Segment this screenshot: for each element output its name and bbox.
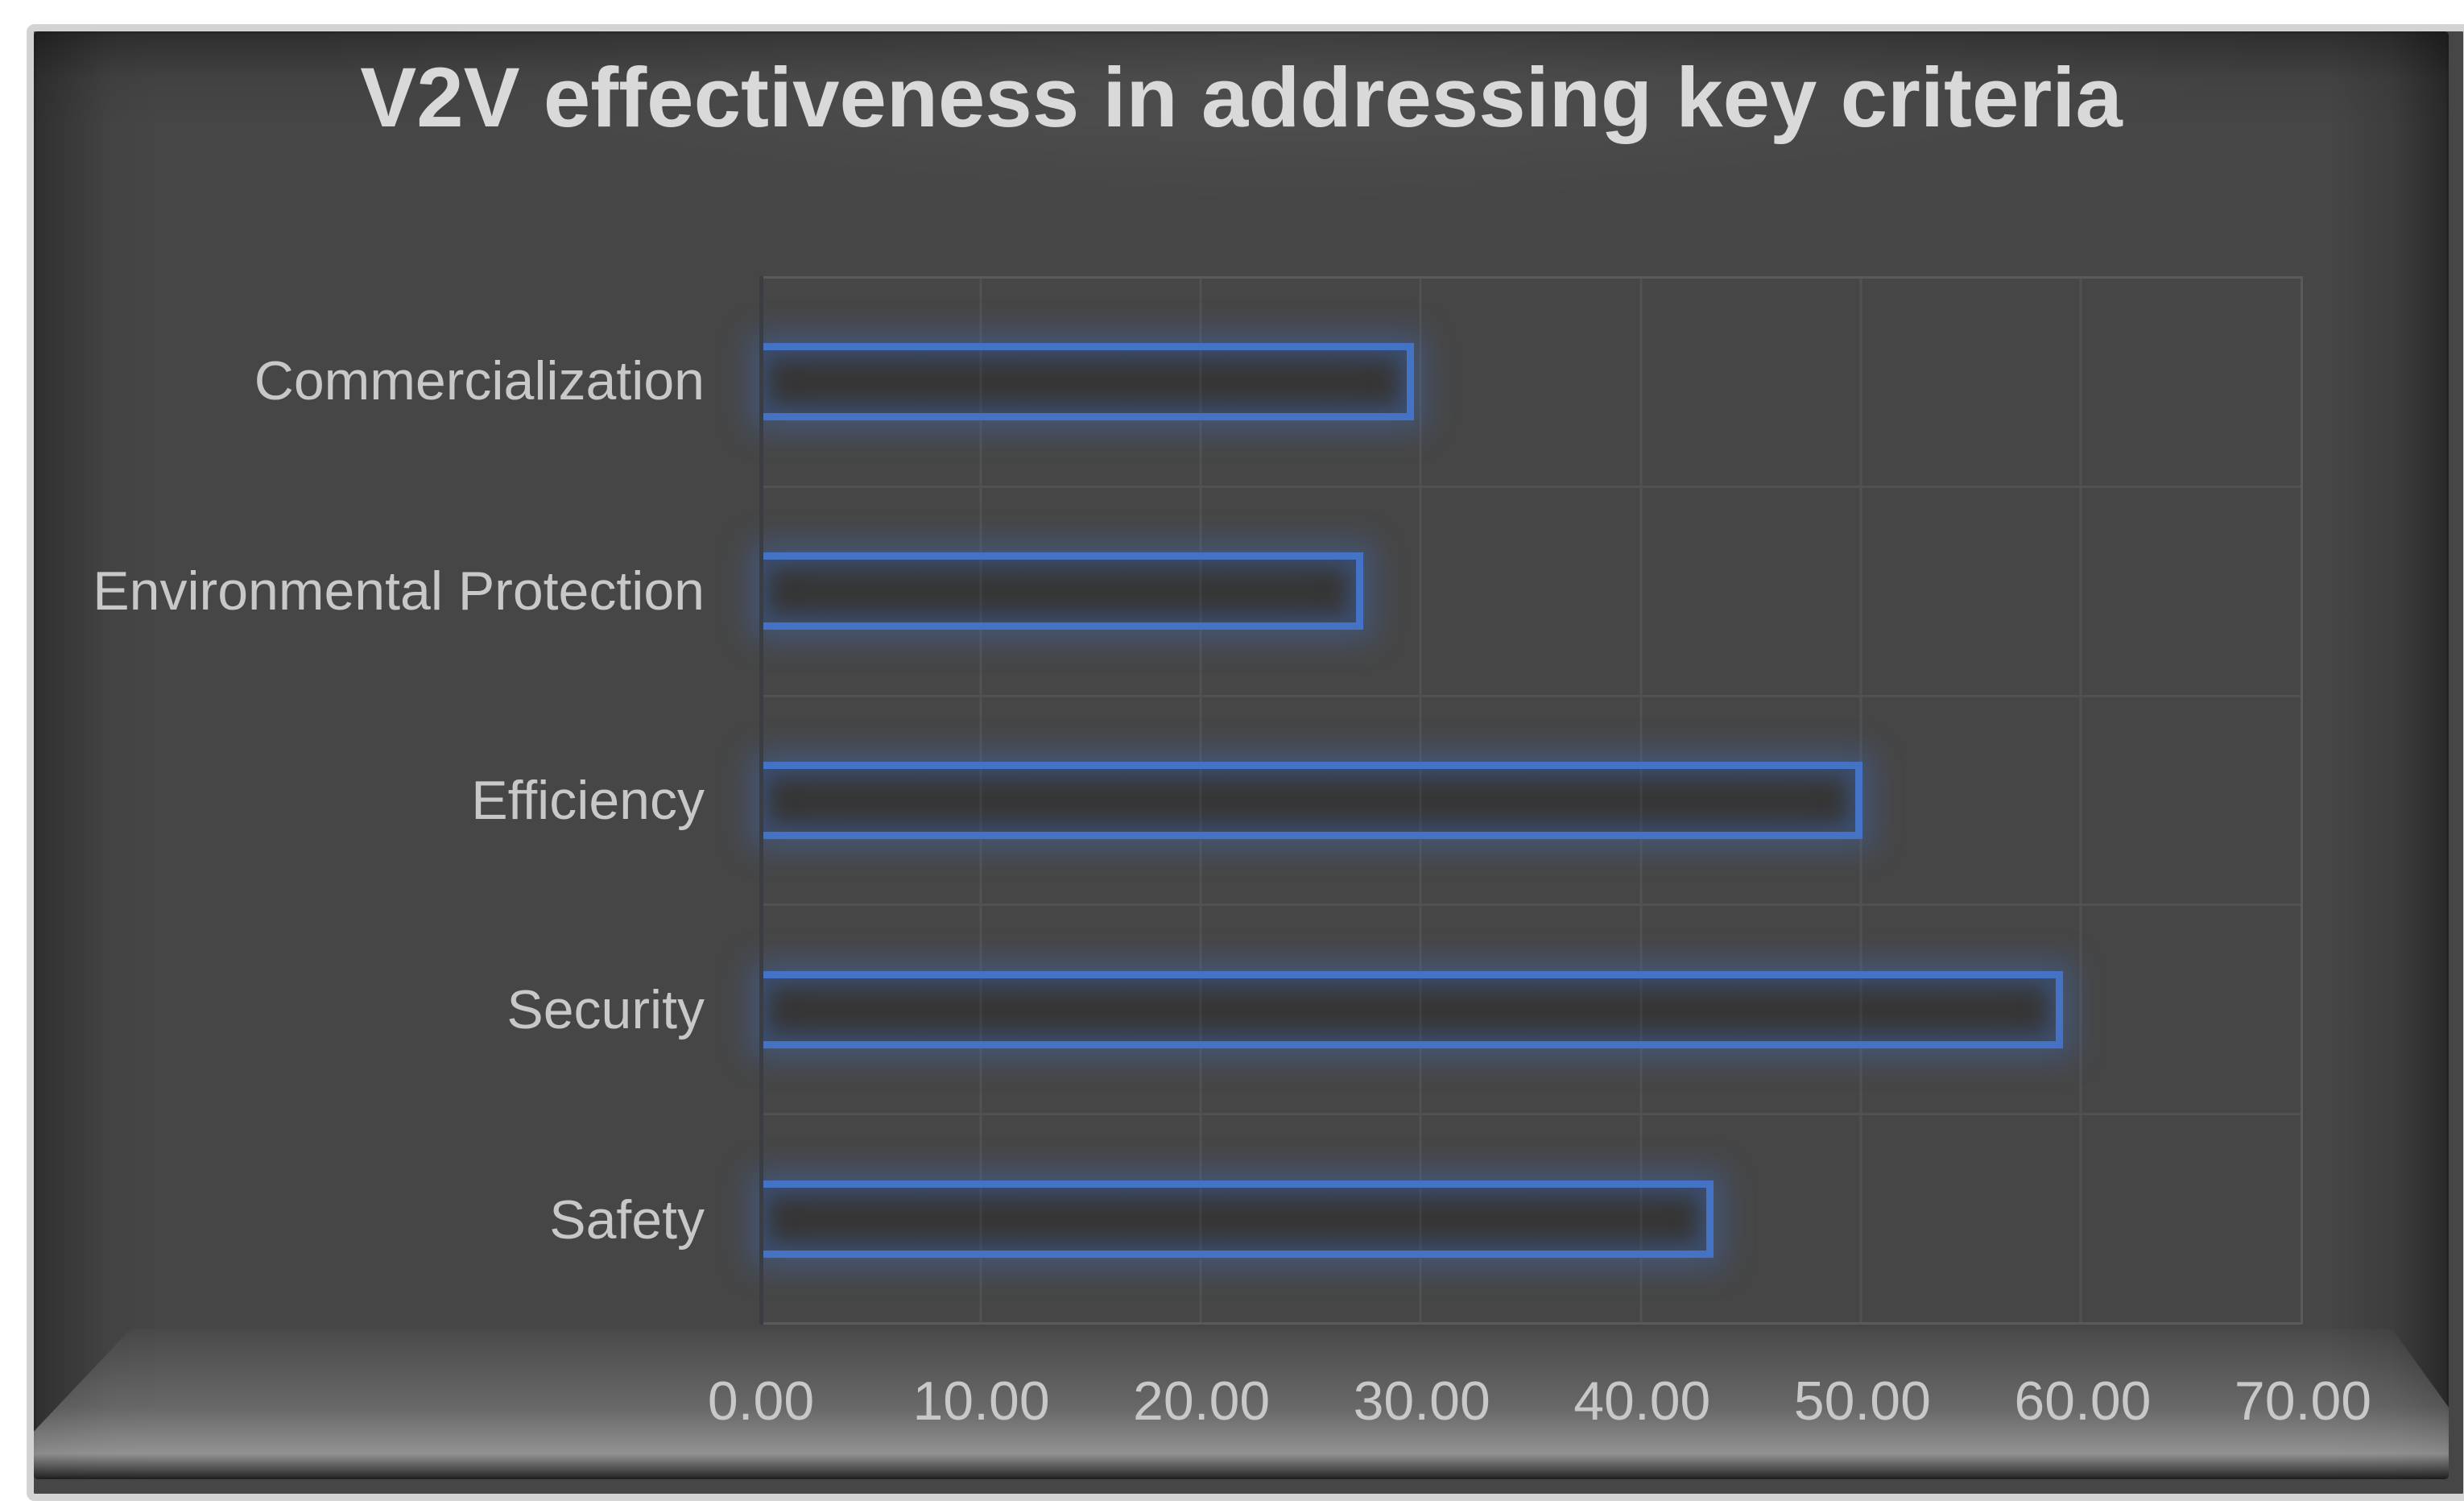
category-label: Safety xyxy=(549,1189,705,1251)
x-tick-label: 10.00 xyxy=(912,1371,1050,1432)
bar-safety[interactable] xyxy=(761,1180,1714,1258)
gridline xyxy=(1419,279,1422,1322)
chart-frame[interactable]: V2V effectiveness in addressing key crit… xyxy=(27,24,2464,1501)
x-tick-label: 20.00 xyxy=(1133,1371,1271,1432)
gridline xyxy=(979,279,982,1322)
y-axis-line xyxy=(759,276,763,1325)
x-tick-label: 30.00 xyxy=(1353,1371,1490,1432)
category-row xyxy=(761,279,2301,488)
x-tick-label: 60.00 xyxy=(2014,1371,2152,1432)
category-row xyxy=(761,906,2301,1116)
gridline xyxy=(2079,279,2082,1322)
chart-title[interactable]: V2V effectiveness in addressing key crit… xyxy=(360,51,2123,145)
x-tick-label: 50.00 xyxy=(1793,1371,1931,1432)
x-tick-label: 70.00 xyxy=(2234,1371,2372,1432)
x-axis-tick-labels: 0.00 10.00 20.00 30.00 40.00 50.00 60.00 70.00 xyxy=(708,1357,2371,1445)
x-tick-label: 40.00 xyxy=(1573,1371,1711,1432)
category-axis-labels: Commercialization Environmental Protectio… xyxy=(34,276,732,1325)
bar-efficiency[interactable] xyxy=(761,761,1863,839)
plot-area xyxy=(759,276,2303,1325)
category-row xyxy=(761,1115,2301,1322)
gridline xyxy=(1199,279,1202,1322)
x-tick-label: 0.00 xyxy=(707,1371,815,1432)
gridline xyxy=(1639,279,1643,1322)
bar-rows xyxy=(761,279,2301,1322)
category-row xyxy=(761,488,2301,697)
category-label: Commercialization xyxy=(254,350,705,412)
category-label: Environmental Protection xyxy=(93,560,705,622)
bar-environmental-protection[interactable] xyxy=(761,552,1364,630)
category-label: Security xyxy=(506,979,705,1041)
category-row xyxy=(761,697,2301,907)
bar-security[interactable] xyxy=(761,970,2063,1048)
chart-background: V2V effectiveness in addressing key crit… xyxy=(34,31,2449,1479)
bar-commercialization[interactable] xyxy=(761,343,1415,421)
category-label: Efficiency xyxy=(471,770,705,831)
